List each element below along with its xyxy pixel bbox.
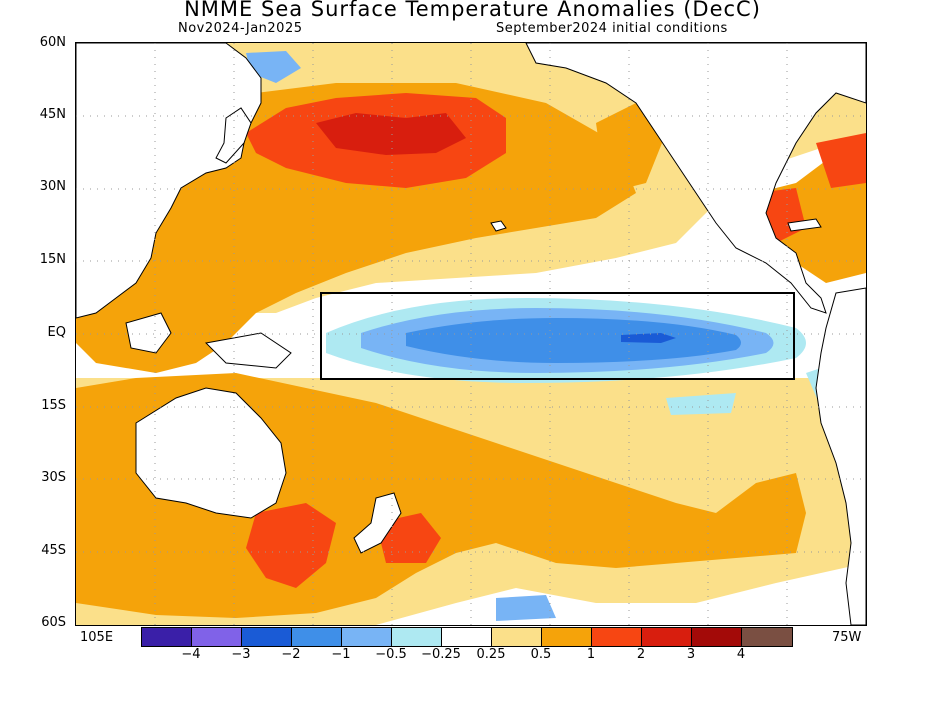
legend-swatch	[692, 628, 742, 646]
lat-label-30s: 30S	[41, 470, 66, 485]
legend-tick-label: −0.25	[421, 647, 461, 662]
legend-tick-label: 4	[736, 647, 746, 662]
lat-label-15n: 15N	[39, 252, 66, 267]
anomaly-neg05-south-central	[496, 595, 556, 621]
legend-tick-label: 1	[586, 647, 596, 662]
borneo-landmass	[125, 312, 172, 354]
color-legend	[141, 627, 793, 647]
hawaii-islands	[490, 220, 507, 232]
anomaly-field	[76, 43, 866, 625]
anomaly-2-north-pacific-core	[316, 113, 466, 155]
legend-swatch	[292, 628, 342, 646]
legend-tick-label: −2	[281, 647, 301, 662]
legend-tick-label: −4	[181, 647, 201, 662]
anomaly-05-subtropical-ne	[596, 103, 666, 193]
nino34-region-box	[320, 292, 795, 380]
legend-swatch	[592, 628, 642, 646]
lon-label-east: 75W	[832, 630, 862, 645]
lat-label-60s: 60S	[41, 615, 66, 630]
legend-swatch	[142, 628, 192, 646]
legend-tick-label: −0.5	[375, 647, 407, 662]
initial-conditions: September2024 initial conditions	[496, 21, 728, 36]
anomaly-neg1-cold-tongue	[406, 318, 741, 363]
anomaly-1-north-atlantic	[816, 133, 866, 188]
anomaly-neg05-kuril	[246, 51, 301, 83]
landmasses	[76, 43, 866, 625]
legend-swatch	[242, 628, 292, 646]
legend-tick-label: 0.25	[476, 647, 506, 662]
legend-swatch	[442, 628, 492, 646]
lat-label-30n: 30N	[39, 179, 66, 194]
legend-swatch	[192, 628, 242, 646]
sst-anomaly-map	[75, 42, 867, 626]
lat-label-15s: 15S	[41, 398, 66, 413]
south-america-landmass	[815, 287, 866, 625]
anomaly-1-tasman-sea	[246, 503, 336, 588]
north-america-landmass	[525, 43, 866, 314]
lat-label-45s: 45S	[41, 543, 66, 558]
japan-landmass	[215, 107, 252, 164]
anomaly-neg2-cold-tongue	[621, 333, 676, 343]
new-guinea-landmass	[204, 332, 292, 369]
map-title: NMME Sea Surface Temperature Anomalies (…	[184, 0, 761, 21]
legend-tick-label: 3	[686, 647, 696, 662]
cuba-landmass	[787, 218, 822, 232]
map-canvas	[76, 43, 866, 625]
legend-swatch	[342, 628, 392, 646]
lat-label-eq: EQ	[47, 325, 66, 340]
legend-tick-label: −3	[231, 647, 251, 662]
asia-landmass	[76, 43, 262, 319]
lat-label-60n: 60N	[39, 35, 66, 50]
legend-swatch	[492, 628, 542, 646]
legend-swatch	[642, 628, 692, 646]
legend-swatch	[542, 628, 592, 646]
forecast-period: Nov2024-Jan2025	[178, 21, 303, 36]
legend-tick-label: 2	[636, 647, 646, 662]
graticule	[76, 43, 866, 625]
legend-swatch	[742, 628, 792, 646]
new-zealand-landmass	[353, 492, 402, 554]
legend-swatch	[392, 628, 442, 646]
legend-tick-label: −1	[331, 647, 351, 662]
australia-landmass	[135, 387, 287, 519]
lat-label-45n: 45N	[39, 107, 66, 122]
lon-label-west: 105E	[80, 630, 114, 645]
legend-tick-label: 0.5	[530, 647, 552, 662]
anomaly-neg025-se-pacific	[666, 393, 736, 415]
